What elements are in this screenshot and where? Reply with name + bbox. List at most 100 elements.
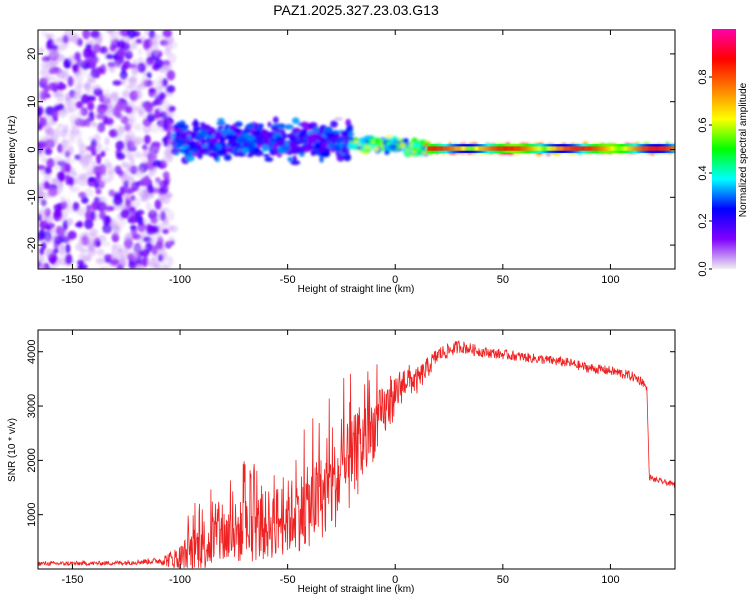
snr-frame	[37, 329, 676, 570]
spectrogram-cell	[121, 90, 131, 99]
spectrogram-cell	[219, 138, 225, 143]
carrier-band-core	[487, 146, 490, 151]
carrier-band-core	[508, 146, 511, 151]
spectrogram-cell	[75, 100, 84, 109]
carrier-band-core	[500, 146, 503, 151]
spectrogram-cell	[192, 148, 199, 154]
carrier-band-core	[443, 146, 446, 151]
spectrogram-cell	[38, 229, 46, 240]
carrier-band-core	[652, 146, 655, 151]
spectrogram-cell	[260, 131, 268, 140]
carrier-band-core	[436, 146, 439, 151]
y-tick-label: -10	[26, 189, 38, 205]
spectrogram-cell	[84, 218, 94, 230]
spectrogram-cell	[70, 186, 80, 193]
spectrogram-cell	[38, 105, 44, 116]
carrier-band-core	[663, 146, 666, 151]
spectrogram-cell	[91, 160, 97, 167]
spectrogram-cell	[38, 196, 45, 204]
spectrogram-cell	[223, 154, 232, 161]
spectrogram-cell	[43, 214, 53, 226]
spectrogram-cell	[209, 137, 219, 144]
carrier-band-core	[431, 146, 434, 151]
carrier-band-core	[498, 146, 501, 151]
spectrogram-cell	[91, 57, 101, 64]
spectrogram-cell	[216, 121, 227, 126]
carrier-band-core	[435, 146, 438, 151]
spectrogram-cell	[290, 160, 301, 166]
spectrogram-cell	[344, 131, 349, 140]
carrier-band-core	[441, 146, 444, 151]
carrier-band-core	[446, 146, 449, 151]
spectrogram-cell	[115, 30, 126, 37]
carrier-band-core	[550, 146, 553, 151]
spectrogram-cell	[86, 204, 92, 212]
spectrogram-cell	[119, 186, 126, 196]
spectrogram-cell	[117, 39, 126, 50]
carrier-band-core	[492, 146, 495, 151]
carrier-band-core	[433, 146, 436, 151]
carrier-band-core	[600, 146, 603, 151]
spectrogram-cell	[77, 109, 84, 117]
carrier-band-core	[541, 146, 544, 151]
spectrogram-cell	[95, 36, 104, 44]
spectrogram-cell	[357, 142, 364, 146]
spectrogram-cell	[48, 266, 57, 269]
carrier-band-core	[526, 146, 529, 151]
spectrogram-cell	[405, 147, 410, 154]
spectrogram-cell	[142, 123, 152, 134]
spectrogram-cell	[185, 154, 195, 162]
spectrogram-cell	[95, 153, 102, 165]
carrier-band-core	[439, 146, 442, 151]
carrier-band-core	[549, 146, 552, 151]
spectrogram-cell	[402, 138, 410, 144]
colorbar-ticks: 0.0 0.2 0.4 0.6 0.8	[697, 69, 712, 277]
spectrogram-cell	[145, 201, 152, 212]
colorbar-tick-label: 0.6	[697, 117, 709, 132]
spectrogram-cell	[92, 43, 101, 54]
carrier-band-core	[670, 146, 673, 151]
x-tick-label: -100	[169, 574, 191, 586]
spectrogram-cell	[67, 136, 76, 144]
carrier-band-core	[489, 146, 492, 151]
spectrogram-cell	[150, 225, 160, 234]
carrier-band-core	[593, 146, 596, 151]
carrier-band-core	[447, 146, 450, 151]
carrier-band-core	[650, 146, 653, 151]
carrier-band-core	[496, 146, 499, 151]
carrier-band-core	[524, 146, 527, 151]
spectrogram-cell	[399, 142, 406, 149]
carrier-band-core	[567, 146, 570, 151]
spectrogram-cell	[341, 144, 349, 148]
spectrogram-cell	[47, 187, 58, 197]
carrier-band-core	[460, 146, 463, 151]
carrier-band-core	[558, 146, 561, 151]
spectrogram-cell	[176, 140, 182, 146]
spectrogram-cell	[95, 257, 105, 265]
spectrogram-cell	[41, 201, 48, 208]
carrier-band-core	[578, 146, 581, 151]
carrier-band-core	[597, 146, 600, 151]
carrier-band-core	[582, 146, 585, 151]
carrier-band-core	[642, 146, 645, 151]
carrier-band-core	[568, 146, 571, 151]
spectrogram-cell	[330, 120, 338, 128]
carrier-band-core	[497, 146, 500, 151]
y-tick-label: 3000	[26, 394, 38, 418]
carrier-band-core	[477, 146, 480, 151]
carrier-band-core	[473, 146, 476, 151]
spectrogram-cell	[46, 248, 54, 257]
carrier-band-core	[585, 146, 588, 151]
spectrogram-y-label: Frequency (Hz)	[7, 116, 18, 185]
spectrogram-cell	[346, 123, 354, 132]
spectrogram-cell	[234, 121, 243, 128]
spectrogram-cell	[166, 70, 176, 81]
carrier-band-core	[517, 146, 520, 151]
carrier-band-core	[640, 146, 643, 151]
spectrogram-cell	[96, 234, 107, 242]
carrier-band-core	[581, 146, 584, 151]
spectrogram-cell	[124, 106, 133, 114]
spectrogram-cell	[89, 210, 96, 221]
carrier-band-core	[570, 146, 573, 151]
spectrogram-cell	[63, 59, 71, 69]
